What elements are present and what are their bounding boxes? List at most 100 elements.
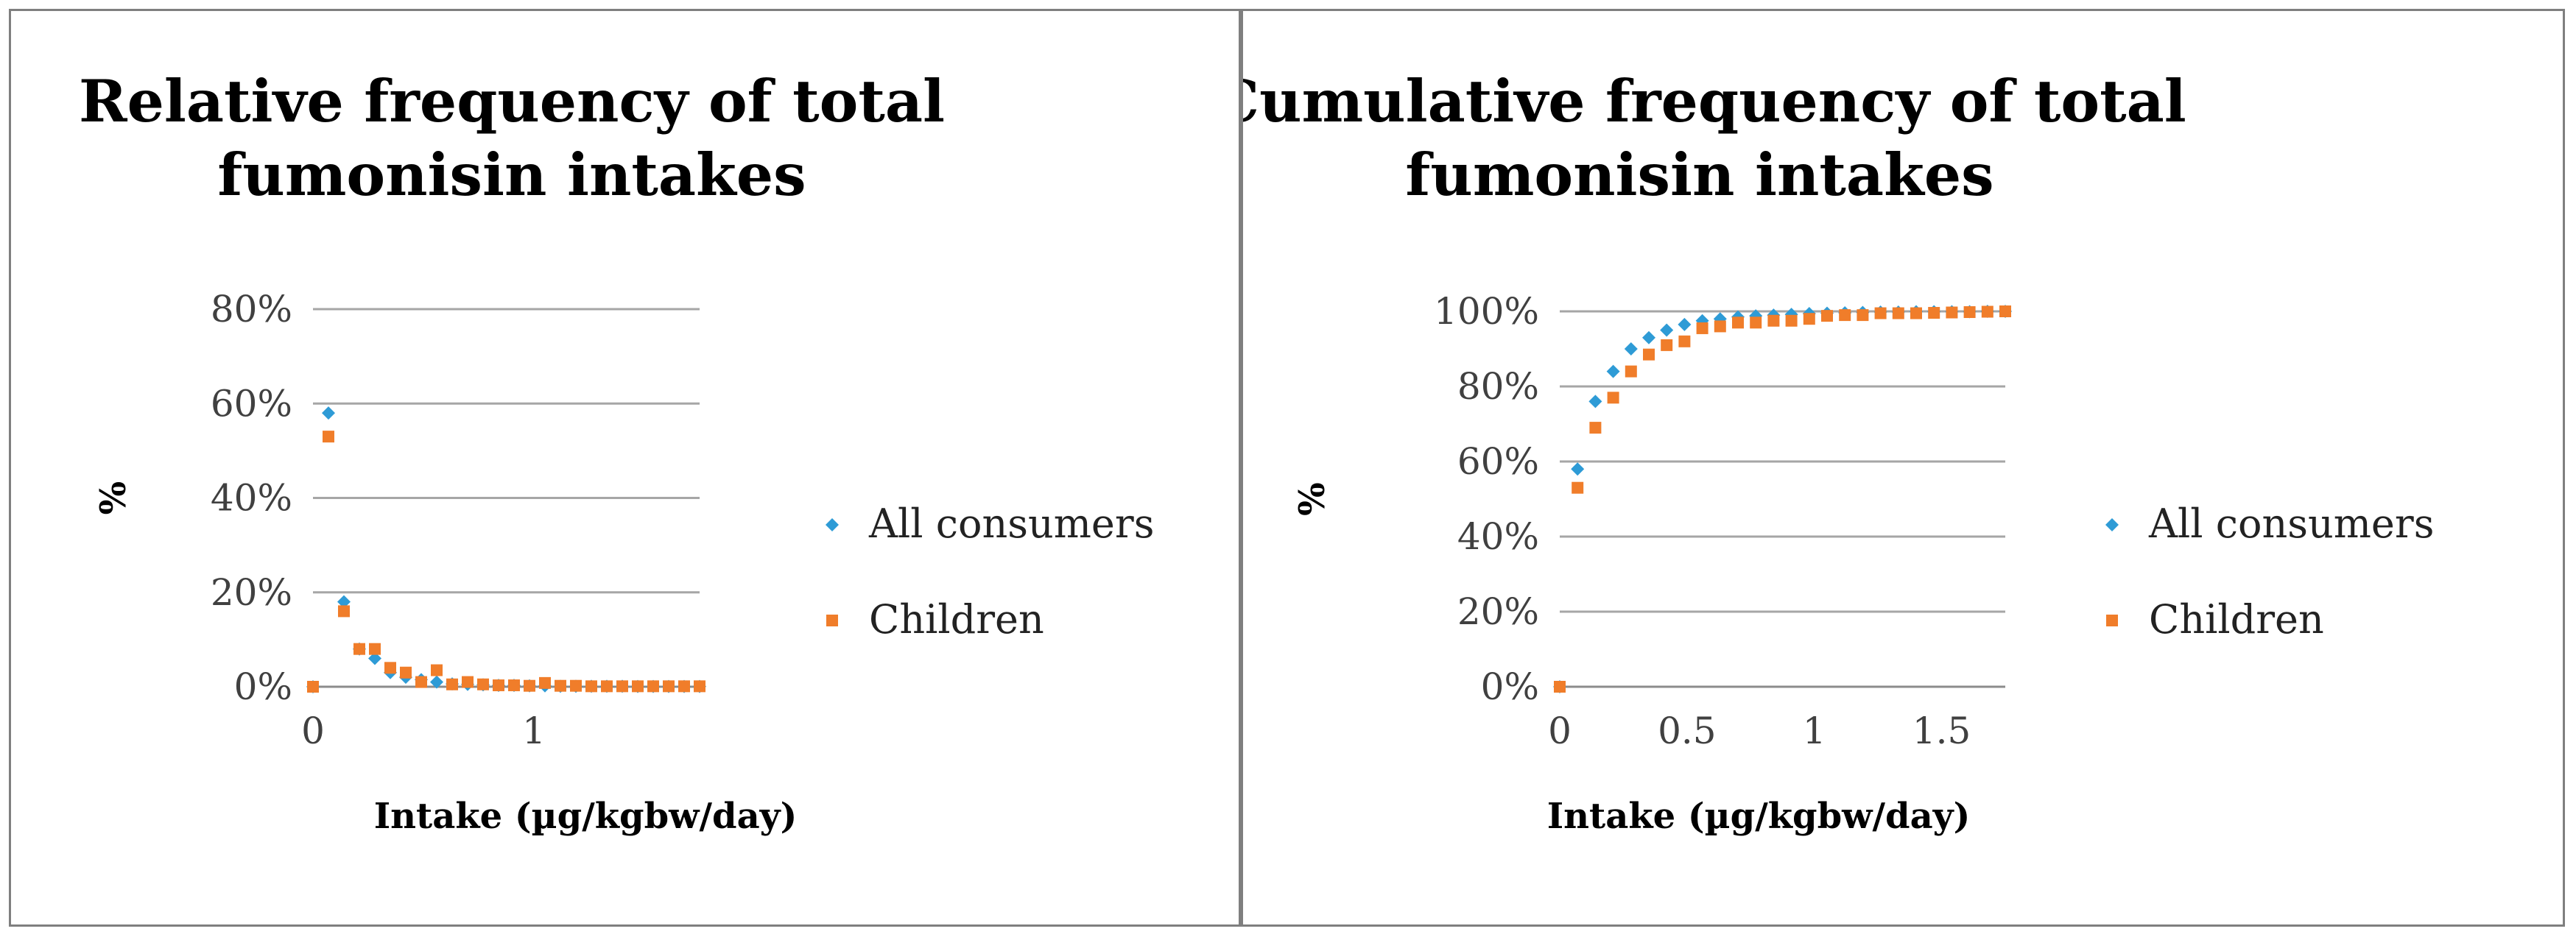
- point-children: [1643, 348, 1655, 361]
- chart-title-line-2: fumonisin intakes: [217, 141, 806, 209]
- x-tick-label: 0.5: [1658, 710, 1717, 752]
- relative-frequency-chart: Relative frequency of total fumonisin in…: [79, 67, 1154, 837]
- cumulative-frequency-chart: Cumulative frequency of total fumonisin …: [1243, 67, 2434, 837]
- point-children: [647, 680, 659, 693]
- chart-title-line-1: Cumulative frequency of total: [1243, 67, 2186, 135]
- point-children: [508, 679, 520, 692]
- chart-title-line-2: fumonisin intakes: [1405, 141, 1993, 209]
- point-children: [555, 679, 566, 692]
- square-marker: [2106, 615, 2118, 626]
- point-children: [1928, 307, 1940, 319]
- point-children: [632, 680, 644, 693]
- point-children: [323, 431, 334, 443]
- point-children: [477, 678, 489, 690]
- legend-label-children: Children: [869, 596, 1044, 643]
- point-children: [1857, 309, 1869, 322]
- legend-label-all-consumers: All consumers: [2148, 501, 2434, 547]
- point-children: [338, 605, 350, 618]
- point-children: [1874, 307, 1887, 319]
- y-axis-label: %: [93, 481, 134, 515]
- x-axis-label: Intake (µg/kgbw/day): [374, 796, 798, 837]
- y-tick-label: 0%: [234, 665, 292, 708]
- square-marker: [826, 615, 838, 626]
- point-children: [384, 662, 396, 674]
- legend: All consumers Children: [826, 501, 1154, 643]
- point-children: [1732, 317, 1744, 329]
- point-children: [462, 676, 474, 688]
- point-all-consumers: [1642, 330, 1655, 344]
- point-all-consumers: [1588, 395, 1602, 409]
- point-children: [678, 680, 690, 693]
- point-all-consumers: [368, 651, 381, 665]
- legend-marker-all-consumers: [826, 518, 839, 531]
- point-children: [585, 680, 597, 693]
- point-children: [1696, 322, 1708, 334]
- x-tick-labels: 0 0.5 1 1.5: [1548, 710, 1971, 752]
- y-tick-labels: 0% 20% 40% 60% 80% 100%: [1434, 290, 1539, 708]
- point-all-consumers: [1624, 342, 1638, 356]
- legend-marker-all-consumers: [2105, 518, 2119, 531]
- point-children: [1963, 306, 1976, 319]
- y-tick-label: 40%: [1457, 515, 1539, 558]
- point-children: [1661, 339, 1673, 351]
- diamond-marker: [826, 518, 839, 531]
- legend-label-children: Children: [2149, 596, 2324, 643]
- y-tick-label: 60%: [211, 382, 292, 425]
- point-children: [415, 676, 427, 688]
- point-children: [1981, 305, 1993, 318]
- x-tick-label: 1.5: [1912, 710, 1971, 752]
- x-tick-label: 1: [522, 710, 546, 752]
- point-children: [369, 643, 381, 655]
- gridlines: [313, 308, 700, 594]
- point-children: [1785, 314, 1798, 327]
- y-tick-label: 80%: [1457, 365, 1539, 408]
- diamond-marker: [2105, 518, 2119, 531]
- point-all-consumers: [1660, 323, 1674, 337]
- point-all-consumers: [1678, 317, 1692, 331]
- point-children: [570, 679, 582, 692]
- y-tick-label: 20%: [1457, 590, 1539, 633]
- point-children: [1767, 314, 1780, 327]
- point-children: [1839, 309, 1851, 322]
- y-axis-label: %: [1292, 482, 1333, 516]
- point-children: [1821, 310, 1833, 322]
- chart-panel-relative: Relative frequency of total fumonisin in…: [9, 9, 1241, 927]
- point-children: [1750, 317, 1762, 329]
- legend-marker-children: [826, 615, 838, 626]
- gridlines: [1560, 310, 2005, 613]
- legend-label-all-consumers: All consumers: [868, 501, 1154, 547]
- chart-title-line-1: Relative frequency of total: [79, 67, 945, 135]
- point-children: [1572, 481, 1584, 494]
- point-children: [1910, 307, 1922, 319]
- chart-panel-cumulative: Cumulative frequency of total fumonisin …: [1241, 9, 2565, 927]
- y-tick-label: 80%: [211, 288, 292, 330]
- x-axis-label: Intake (µg/kgbw/day): [1547, 796, 1971, 837]
- point-children: [1803, 313, 1815, 325]
- point-children: [431, 664, 443, 676]
- point-children: [601, 680, 613, 693]
- point-children: [1554, 681, 1566, 693]
- point-children: [400, 666, 412, 679]
- point-all-consumers: [1571, 462, 1585, 476]
- data-points: [306, 406, 706, 693]
- point-children: [663, 680, 675, 693]
- point-children: [1999, 305, 2011, 317]
- point-all-consumers: [322, 406, 335, 420]
- point-children: [446, 678, 458, 690]
- legend: All consumers Children: [2105, 501, 2434, 643]
- point-children: [524, 679, 535, 692]
- point-children: [1625, 365, 1637, 378]
- point-children: [616, 680, 628, 693]
- x-tick-label: 0: [1548, 710, 1572, 752]
- y-tick-label: 20%: [211, 571, 292, 614]
- point-children: [1678, 335, 1691, 347]
- point-children: [694, 680, 705, 693]
- point-children: [1607, 392, 1619, 404]
- y-tick-labels: 0% 20% 40% 60% 80%: [211, 288, 292, 708]
- x-tick-label: 1: [1803, 710, 1826, 752]
- point-children: [307, 681, 319, 693]
- point-children: [1892, 307, 1904, 319]
- point-children: [1589, 422, 1602, 434]
- point-children: [353, 643, 365, 655]
